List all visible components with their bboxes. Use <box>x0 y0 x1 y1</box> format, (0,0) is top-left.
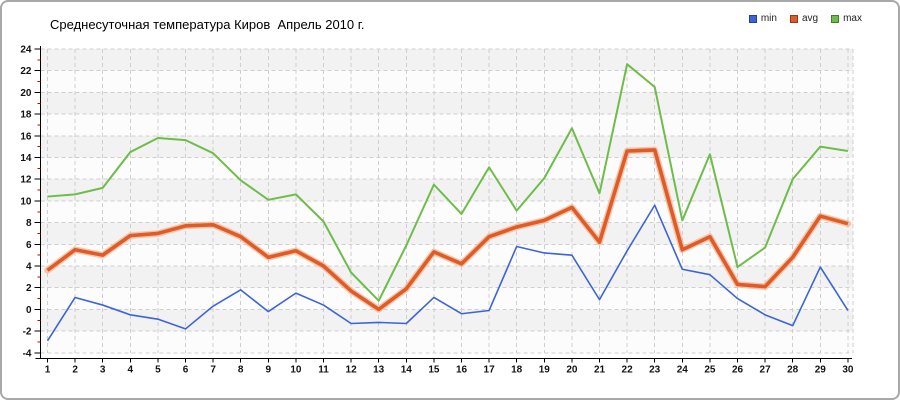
svg-text:21: 21 <box>594 365 606 376</box>
legend-item-min: min <box>748 13 777 24</box>
svg-text:8: 8 <box>238 365 244 376</box>
svg-text:6: 6 <box>183 365 189 376</box>
svg-text:10: 10 <box>20 196 32 207</box>
chart-title: Среднесуточная температура Киров Апрель … <box>50 17 365 32</box>
svg-text:10: 10 <box>290 365 302 376</box>
gridlines <box>40 48 854 354</box>
svg-text:8: 8 <box>26 218 32 229</box>
legend-item-max: max <box>831 13 862 24</box>
svg-text:-4: -4 <box>23 348 32 359</box>
legend-swatch-min-icon <box>748 14 757 23</box>
svg-text:12: 12 <box>346 365 358 376</box>
x-ticks <box>47 358 849 363</box>
series-max <box>47 63 849 302</box>
legend-label-max: max <box>843 13 862 24</box>
svg-text:19: 19 <box>539 365 551 376</box>
chart-legend: min avg max <box>748 13 862 24</box>
svg-text:22: 22 <box>622 365 634 376</box>
svg-text:25: 25 <box>704 365 716 376</box>
series-min <box>46 204 849 342</box>
legend-item-avg: avg <box>789 13 819 24</box>
svg-text:2: 2 <box>72 365 78 376</box>
svg-text:30: 30 <box>842 365 854 376</box>
svg-text:24: 24 <box>20 45 32 56</box>
svg-text:17: 17 <box>484 365 496 376</box>
svg-text:12: 12 <box>20 175 32 186</box>
svg-text:0: 0 <box>26 305 32 316</box>
svg-text:16: 16 <box>456 365 468 376</box>
svg-text:26: 26 <box>732 365 744 376</box>
svg-text:29: 29 <box>815 365 827 376</box>
svg-text:7: 7 <box>210 365 216 376</box>
legend-label-avg: avg <box>801 13 819 24</box>
svg-text:18: 18 <box>511 365 523 376</box>
legend-label-min: min <box>760 13 777 24</box>
svg-text:6: 6 <box>26 240 32 251</box>
svg-text:22: 22 <box>20 66 32 77</box>
svg-text:16: 16 <box>20 131 32 142</box>
svg-text:18: 18 <box>20 110 32 121</box>
legend-swatch-avg-icon <box>789 14 798 23</box>
legend-swatch-max-icon <box>831 14 840 23</box>
svg-text:20: 20 <box>20 88 32 99</box>
svg-text:1: 1 <box>45 365 51 376</box>
svg-text:14: 14 <box>20 153 32 164</box>
svg-text:28: 28 <box>787 365 799 376</box>
svg-text:27: 27 <box>760 365 772 376</box>
svg-text:11: 11 <box>318 365 329 376</box>
svg-text:3: 3 <box>100 365 106 376</box>
svg-text:9: 9 <box>266 365 272 376</box>
axes <box>34 46 852 359</box>
series-avg <box>46 148 849 312</box>
svg-text:4: 4 <box>128 365 134 376</box>
svg-text:15: 15 <box>428 365 440 376</box>
svg-text:2: 2 <box>26 283 32 294</box>
x-tick-labels: 1 2 3 4 5 6 7 8 9 10 11 12 13 14 15 16 17 18 19 20 21 22 23 24 2… <box>45 365 854 376</box>
svg-text:23: 23 <box>649 365 661 376</box>
svg-text:14: 14 <box>401 365 413 376</box>
svg-text:24: 24 <box>677 365 689 376</box>
svg-text:20: 20 <box>566 365 578 376</box>
svg-text:4: 4 <box>26 262 32 273</box>
svg-text:-2: -2 <box>23 327 32 338</box>
svg-text:5: 5 <box>155 365 161 376</box>
y-minor-ticks <box>37 59 41 343</box>
svg-text:13: 13 <box>373 365 385 376</box>
